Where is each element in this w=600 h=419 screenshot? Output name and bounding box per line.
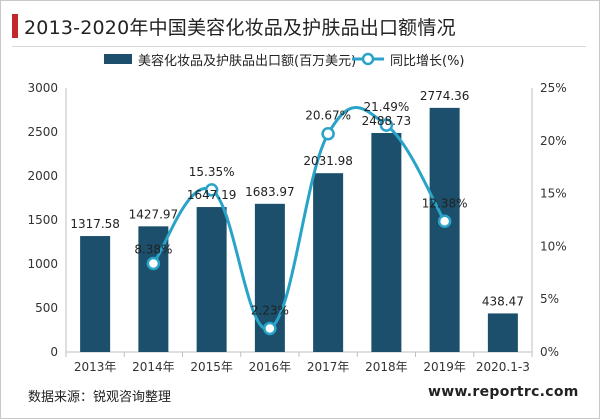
y-left-tick-label: 3000: [27, 81, 58, 95]
y-left-tick-label: 1000: [27, 257, 58, 271]
x-tick-label: 2020.1-3: [476, 360, 530, 374]
x-tick-label: 2015年: [190, 360, 233, 374]
bar-value-label: 1647.19: [187, 188, 237, 202]
growth-value-label: 8.38%: [134, 243, 172, 257]
source-note: 数据来源：锐观咨询整理: [28, 390, 172, 405]
bar-value-label: 1683.97: [245, 185, 295, 199]
growth-point: [321, 126, 335, 141]
y-left-tick-label: 2500: [27, 125, 58, 139]
y-left-tick-label: 2000: [27, 169, 58, 183]
x-tick-label: 2018年: [365, 360, 408, 374]
x-tick-label: 2017年: [307, 360, 350, 374]
y-right-tick-label: 10%: [540, 239, 567, 253]
growth-point: [263, 321, 277, 336]
bar: [196, 207, 227, 352]
legend-bar-swatch: [104, 54, 132, 64]
y-right-tick-label: 25%: [540, 81, 567, 95]
growth-point: [437, 214, 452, 229]
growth-value-label: 20.67%: [305, 109, 351, 123]
bar-value-label: 2488.73: [362, 114, 412, 128]
x-tick-label: 2019年: [423, 360, 466, 374]
y-left-tick-label: 1500: [27, 213, 58, 227]
growth-value-label: 12.38%: [422, 196, 468, 210]
x-tick-label: 2016年: [249, 360, 292, 374]
bar: [429, 107, 460, 352]
y-left-tick-label: 500: [35, 301, 58, 315]
bar: [80, 236, 111, 352]
y-right-tick-label: 5%: [540, 292, 559, 306]
y-left-tick-label: 0: [50, 345, 58, 359]
title-divider: [12, 46, 586, 47]
x-tick-label: 2013年: [74, 360, 117, 374]
growth-value-label: 15.35%: [189, 165, 235, 179]
growth-value-label: 21.49%: [363, 100, 409, 114]
legend-line-swatch: [352, 52, 384, 66]
growth-point: [146, 256, 161, 271]
y-right-tick-label: 15%: [540, 187, 567, 201]
chart-title: 2013-2020年中国美容化妆品及护肤品出口额情况: [24, 17, 456, 39]
bar: [313, 173, 344, 352]
bar-value-label: 1427.97: [129, 207, 179, 221]
bar: [371, 132, 402, 352]
bar-value-label: 438.47: [482, 294, 524, 308]
y-right-tick-label: 20%: [540, 134, 567, 148]
growth-value-label: 2.23%: [251, 303, 289, 317]
legend-bar-label: 美容化妆品及护肤品出口额(百万美元): [138, 54, 357, 69]
site-url: www.reportrc.com: [428, 384, 579, 400]
bar-value-label: 2774.36: [420, 89, 470, 103]
growth-point: [204, 183, 219, 197]
x-tick-label: 2014年: [132, 360, 175, 374]
y-right-tick-label: 0%: [540, 345, 559, 359]
legend-line-label: 同比增长(%): [390, 54, 465, 69]
title-accent-bar: [12, 14, 18, 38]
growth-point: [379, 118, 394, 132]
bar-value-label: 2031.98: [303, 154, 353, 168]
bar-value-label: 1317.58: [70, 217, 120, 231]
bar: [487, 313, 518, 352]
